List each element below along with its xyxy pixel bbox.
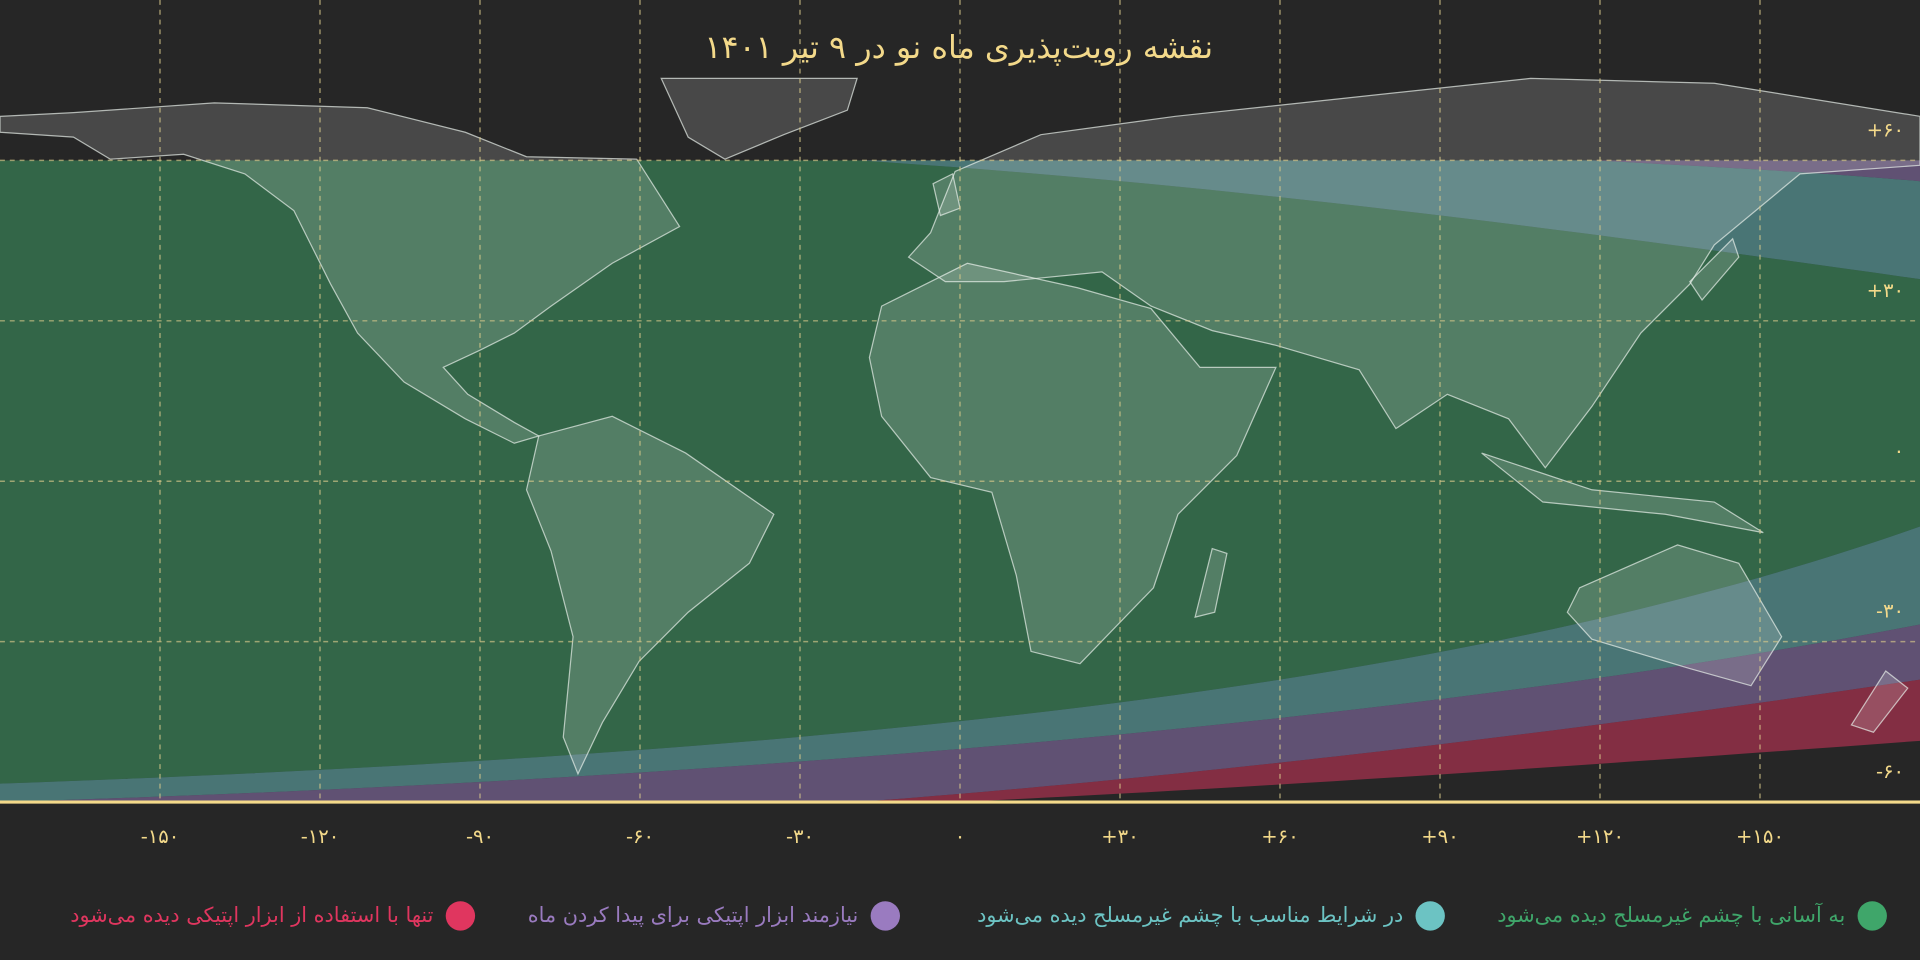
legend-swatch [1857, 901, 1887, 931]
legend-swatch [445, 901, 476, 931]
north-america [0, 102, 681, 444]
x-tick-label: -۹۰ [466, 825, 494, 848]
y-tick-label: -۶۰ [1876, 760, 1904, 783]
new-zealand [1850, 670, 1909, 733]
legend: به آسانی با چشم غیرمسلح دیده می‌شود در شر… [70, 901, 1887, 931]
x-tick-label: +۹۰ [1421, 825, 1458, 848]
x-tick-label: +۶۰ [1261, 825, 1298, 848]
legend-label: تنها با استفاده از ابزار اپتیکی دیده می‌… [70, 903, 433, 927]
japan [1689, 237, 1740, 302]
legend-label: در شرایط مناسب با چشم غیرمسلح دیده می‌شو… [977, 903, 1403, 928]
map-title: نقشه رویت‌پذیری ماه نو در ۹ تیر ۱۴۰۱ [704, 28, 1213, 66]
indonesia [1481, 452, 1764, 534]
zone-favorable [857, 160, 1920, 280]
land [0, 77, 1920, 776]
eurasia [907, 77, 1920, 469]
legend-swatch [870, 901, 900, 931]
legend-label: به آسانی با چشم غیرمسلح دیده می‌شود [1497, 902, 1845, 928]
labels: -۱۵۰ -۱۲۰ -۹۰ -۶۰ -۳۰ ۰ +۳۰ +۶۰ +۹۰ +۱۲۰ +۱۵۰ +۶۰ +۳… [141, 119, 1904, 849]
australia [1566, 544, 1783, 687]
zone-optical-only [857, 679, 1920, 803]
legend-label: نیازمند ابزار اپتیکی برای پیدا کردن ماه [528, 903, 859, 927]
y-tick-label: +۳۰ [1867, 279, 1904, 302]
south-america [525, 415, 775, 776]
x-tick-label: -۳۰ [786, 825, 814, 848]
madagascar [1194, 547, 1228, 618]
x-tick-label: +۱۵۰ [1736, 825, 1784, 848]
y-tick-label: -۳۰ [1876, 600, 1904, 623]
x-tick-label: ۰ [955, 825, 966, 848]
y-tick-label: ۰ [1894, 439, 1905, 462]
africa [868, 262, 1277, 665]
y-tick-label: +۶۰ [1867, 119, 1904, 142]
zone-optical-find [1591, 160, 1920, 182]
legend-swatch [1415, 901, 1445, 931]
x-tick-label: -۶۰ [626, 825, 654, 848]
x-tick-label: -۱۲۰ [301, 825, 340, 848]
grid [0, 0, 1920, 804]
x-tick-label: +۳۰ [1101, 825, 1138, 848]
greenland [660, 77, 858, 160]
x-tick-label: +۱۲۰ [1576, 825, 1624, 848]
x-tick-label: -۱۵۰ [141, 825, 180, 848]
